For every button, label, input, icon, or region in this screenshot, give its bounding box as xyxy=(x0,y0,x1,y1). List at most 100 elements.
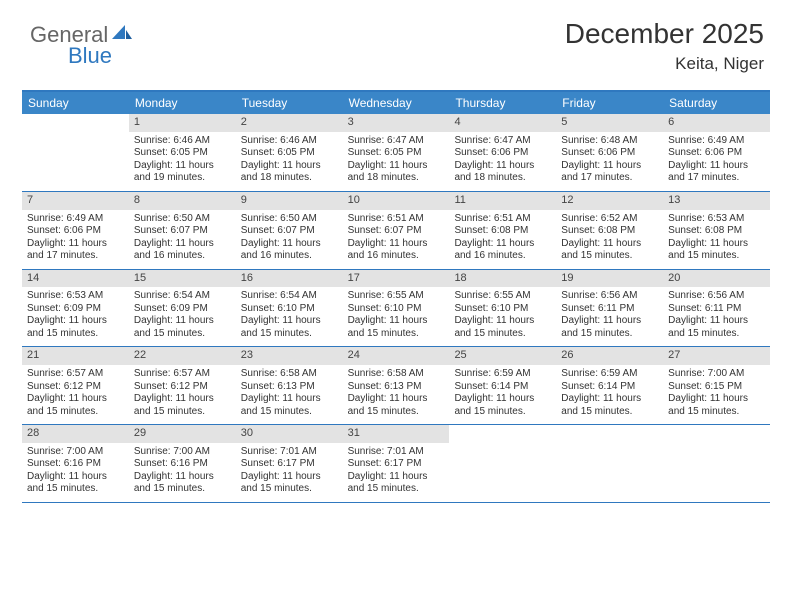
calendar-day: 15Sunrise: 6:54 AMSunset: 6:09 PMDayligh… xyxy=(129,270,236,347)
day-info: Sunrise: 6:53 AMSunset: 6:09 PMDaylight:… xyxy=(22,287,129,346)
sunrise-line: Sunrise: 6:49 AM xyxy=(668,135,765,148)
daylight-line: Daylight: 11 hours and 15 minutes. xyxy=(134,315,231,340)
daylight-line: Daylight: 11 hours and 15 minutes. xyxy=(348,393,445,418)
calendar-day: 6Sunrise: 6:49 AMSunset: 6:06 PMDaylight… xyxy=(663,114,770,191)
calendar-day-empty xyxy=(663,425,770,502)
day-info: Sunrise: 6:53 AMSunset: 6:08 PMDaylight:… xyxy=(663,210,770,269)
day-info: Sunrise: 6:51 AMSunset: 6:07 PMDaylight:… xyxy=(343,210,450,269)
calendar-week: 14Sunrise: 6:53 AMSunset: 6:09 PMDayligh… xyxy=(22,270,770,348)
calendar-day: 2Sunrise: 6:46 AMSunset: 6:05 PMDaylight… xyxy=(236,114,343,191)
day-number: 10 xyxy=(343,192,450,210)
sunrise-line: Sunrise: 6:57 AM xyxy=(27,368,124,381)
sunrise-line: Sunrise: 6:52 AM xyxy=(561,213,658,226)
calendar-day: 24Sunrise: 6:58 AMSunset: 6:13 PMDayligh… xyxy=(343,347,450,424)
weekday-header: Saturday xyxy=(663,92,770,114)
daylight-line: Daylight: 11 hours and 15 minutes. xyxy=(561,393,658,418)
day-info: Sunrise: 7:01 AMSunset: 6:17 PMDaylight:… xyxy=(236,443,343,502)
calendar-day: 26Sunrise: 6:59 AMSunset: 6:14 PMDayligh… xyxy=(556,347,663,424)
sunset-line: Sunset: 6:05 PM xyxy=(241,147,338,160)
calendar-day: 16Sunrise: 6:54 AMSunset: 6:10 PMDayligh… xyxy=(236,270,343,347)
sunrise-line: Sunrise: 6:51 AM xyxy=(454,213,551,226)
day-info: Sunrise: 6:59 AMSunset: 6:14 PMDaylight:… xyxy=(556,365,663,424)
day-number: 6 xyxy=(663,114,770,132)
day-number: 8 xyxy=(129,192,236,210)
brand-blue: Blue xyxy=(30,46,133,67)
calendar-day: 28Sunrise: 7:00 AMSunset: 6:16 PMDayligh… xyxy=(22,425,129,502)
day-info: Sunrise: 6:54 AMSunset: 6:09 PMDaylight:… xyxy=(129,287,236,346)
sunset-line: Sunset: 6:08 PM xyxy=(668,225,765,238)
sunrise-line: Sunrise: 7:00 AM xyxy=(27,446,124,459)
sunrise-line: Sunrise: 6:47 AM xyxy=(348,135,445,148)
page-header: GeneralBlue December 2025 Keita, Niger xyxy=(0,0,792,82)
sunrise-line: Sunrise: 6:54 AM xyxy=(241,290,338,303)
day-number: 31 xyxy=(343,425,450,443)
sunset-line: Sunset: 6:16 PM xyxy=(27,458,124,471)
sunset-line: Sunset: 6:11 PM xyxy=(668,303,765,316)
day-number: 27 xyxy=(663,347,770,365)
calendar-day: 18Sunrise: 6:55 AMSunset: 6:10 PMDayligh… xyxy=(449,270,556,347)
location-label: Keita, Niger xyxy=(565,54,764,74)
day-number: 19 xyxy=(556,270,663,288)
sunrise-line: Sunrise: 6:58 AM xyxy=(348,368,445,381)
day-info: Sunrise: 6:49 AMSunset: 6:06 PMDaylight:… xyxy=(22,210,129,269)
sunrise-line: Sunrise: 6:49 AM xyxy=(27,213,124,226)
day-info: Sunrise: 6:52 AMSunset: 6:08 PMDaylight:… xyxy=(556,210,663,269)
calendar-day: 11Sunrise: 6:51 AMSunset: 6:08 PMDayligh… xyxy=(449,192,556,269)
weekday-header: Tuesday xyxy=(236,92,343,114)
sunrise-line: Sunrise: 6:53 AM xyxy=(668,213,765,226)
calendar-day: 25Sunrise: 6:59 AMSunset: 6:14 PMDayligh… xyxy=(449,347,556,424)
day-info: Sunrise: 7:00 AMSunset: 6:16 PMDaylight:… xyxy=(22,443,129,502)
daylight-line: Daylight: 11 hours and 15 minutes. xyxy=(241,393,338,418)
daylight-line: Daylight: 11 hours and 17 minutes. xyxy=(27,238,124,263)
sunrise-line: Sunrise: 6:59 AM xyxy=(454,368,551,381)
day-number: 28 xyxy=(22,425,129,443)
calendar-day: 30Sunrise: 7:01 AMSunset: 6:17 PMDayligh… xyxy=(236,425,343,502)
month-title: December 2025 xyxy=(565,18,764,50)
sunset-line: Sunset: 6:14 PM xyxy=(454,381,551,394)
daylight-line: Daylight: 11 hours and 15 minutes. xyxy=(134,471,231,496)
sunrise-line: Sunrise: 6:56 AM xyxy=(668,290,765,303)
sunrise-line: Sunrise: 6:47 AM xyxy=(454,135,551,148)
daylight-line: Daylight: 11 hours and 15 minutes. xyxy=(27,393,124,418)
day-number: 12 xyxy=(556,192,663,210)
sunset-line: Sunset: 6:09 PM xyxy=(27,303,124,316)
day-number: 30 xyxy=(236,425,343,443)
daylight-line: Daylight: 11 hours and 17 minutes. xyxy=(561,160,658,185)
day-number: 21 xyxy=(22,347,129,365)
daylight-line: Daylight: 11 hours and 17 minutes. xyxy=(668,160,765,185)
daylight-line: Daylight: 11 hours and 16 minutes. xyxy=(134,238,231,263)
day-info: Sunrise: 6:59 AMSunset: 6:14 PMDaylight:… xyxy=(449,365,556,424)
calendar-day: 29Sunrise: 7:00 AMSunset: 6:16 PMDayligh… xyxy=(129,425,236,502)
calendar-week: 28Sunrise: 7:00 AMSunset: 6:16 PMDayligh… xyxy=(22,425,770,503)
sunrise-line: Sunrise: 6:57 AM xyxy=(134,368,231,381)
sunset-line: Sunset: 6:17 PM xyxy=(348,458,445,471)
day-number: 3 xyxy=(343,114,450,132)
sunrise-line: Sunrise: 6:54 AM xyxy=(134,290,231,303)
calendar-day: 5Sunrise: 6:48 AMSunset: 6:06 PMDaylight… xyxy=(556,114,663,191)
day-info: Sunrise: 6:50 AMSunset: 6:07 PMDaylight:… xyxy=(129,210,236,269)
day-number: 20 xyxy=(663,270,770,288)
calendar-week: 7Sunrise: 6:49 AMSunset: 6:06 PMDaylight… xyxy=(22,192,770,270)
daylight-line: Daylight: 11 hours and 16 minutes. xyxy=(454,238,551,263)
weekday-header: Wednesday xyxy=(343,92,450,114)
calendar-day: 22Sunrise: 6:57 AMSunset: 6:12 PMDayligh… xyxy=(129,347,236,424)
day-info: Sunrise: 6:47 AMSunset: 6:05 PMDaylight:… xyxy=(343,132,450,191)
calendar-day: 13Sunrise: 6:53 AMSunset: 6:08 PMDayligh… xyxy=(663,192,770,269)
sunset-line: Sunset: 6:06 PM xyxy=(454,147,551,160)
day-info: Sunrise: 6:58 AMSunset: 6:13 PMDaylight:… xyxy=(236,365,343,424)
sunset-line: Sunset: 6:10 PM xyxy=(348,303,445,316)
sunset-line: Sunset: 6:16 PM xyxy=(134,458,231,471)
calendar-day-empty xyxy=(22,114,129,191)
daylight-line: Daylight: 11 hours and 18 minutes. xyxy=(454,160,551,185)
daylight-line: Daylight: 11 hours and 16 minutes. xyxy=(241,238,338,263)
calendar-day-empty xyxy=(449,425,556,502)
sunset-line: Sunset: 6:07 PM xyxy=(348,225,445,238)
sunset-line: Sunset: 6:06 PM xyxy=(27,225,124,238)
sunrise-line: Sunrise: 6:46 AM xyxy=(241,135,338,148)
daylight-line: Daylight: 11 hours and 15 minutes. xyxy=(27,471,124,496)
sunrise-line: Sunrise: 6:58 AM xyxy=(241,368,338,381)
day-number: 23 xyxy=(236,347,343,365)
daylight-line: Daylight: 11 hours and 15 minutes. xyxy=(241,315,338,340)
day-info: Sunrise: 6:55 AMSunset: 6:10 PMDaylight:… xyxy=(343,287,450,346)
calendar-body: 1Sunrise: 6:46 AMSunset: 6:05 PMDaylight… xyxy=(22,114,770,503)
